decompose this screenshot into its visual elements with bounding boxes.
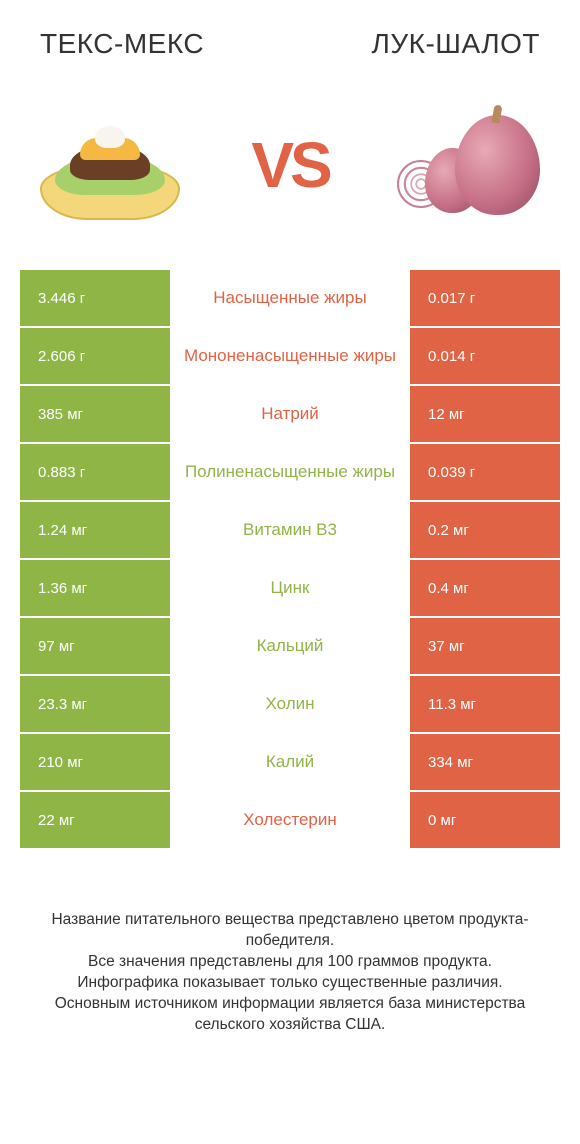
right-value-cell: 12 мг bbox=[410, 386, 560, 442]
left-product-image bbox=[30, 100, 190, 230]
right-value-cell: 0.039 г bbox=[410, 444, 560, 500]
nutrient-label: Холестерин bbox=[170, 792, 410, 848]
footer-line: Название питательного вещества представл… bbox=[30, 910, 550, 952]
footer-line: Все значения представлены для 100 граммо… bbox=[30, 952, 550, 973]
table-row: 1.24 мгВитамин B30.2 мг bbox=[20, 502, 560, 558]
left-value-cell: 385 мг bbox=[20, 386, 170, 442]
right-product-image bbox=[390, 100, 550, 230]
nutrient-label: Холин bbox=[170, 676, 410, 732]
right-value-cell: 0.2 мг bbox=[410, 502, 560, 558]
footer-note: Название питательного вещества представл… bbox=[0, 850, 580, 1056]
right-value-cell: 11.3 мг bbox=[410, 676, 560, 732]
table-row: 97 мгКальций37 мг bbox=[20, 618, 560, 674]
table-row: 3.446 гНасыщенные жиры0.017 г bbox=[20, 270, 560, 326]
right-value-cell: 0 мг bbox=[410, 792, 560, 848]
nutrient-label: Витамин B3 bbox=[170, 502, 410, 558]
footer-line: Основным источником информации является … bbox=[30, 994, 550, 1036]
table-row: 1.36 мгЦинк0.4 мг bbox=[20, 560, 560, 616]
nutrient-label: Мононенасыщенные жиры bbox=[170, 328, 410, 384]
left-value-cell: 0.883 г bbox=[20, 444, 170, 500]
left-value-cell: 23.3 мг bbox=[20, 676, 170, 732]
table-row: 22 мгХолестерин0 мг bbox=[20, 792, 560, 848]
left-value-cell: 22 мг bbox=[20, 792, 170, 848]
nutrient-label: Цинк bbox=[170, 560, 410, 616]
table-row: 2.606 гМононенасыщенные жиры0.014 г bbox=[20, 328, 560, 384]
right-value-cell: 0.4 мг bbox=[410, 560, 560, 616]
footer-line: Инфографика показывает только существенн… bbox=[30, 973, 550, 994]
nutrient-label: Кальций bbox=[170, 618, 410, 674]
left-value-cell: 3.446 г bbox=[20, 270, 170, 326]
left-value-cell: 1.36 мг bbox=[20, 560, 170, 616]
table-row: 0.883 гПолиненасыщенные жиры0.039 г bbox=[20, 444, 560, 500]
left-product-title: ТЕКС-МЕКС bbox=[40, 28, 204, 60]
header: ТЕКС-МЕКС ЛУК-ШАЛОТ bbox=[0, 0, 580, 70]
left-value-cell: 97 мг bbox=[20, 618, 170, 674]
nutrient-label: Калий bbox=[170, 734, 410, 790]
left-value-cell: 210 мг bbox=[20, 734, 170, 790]
nutrient-label: Полиненасыщенные жиры bbox=[170, 444, 410, 500]
left-value-cell: 1.24 мг bbox=[20, 502, 170, 558]
nutrient-label: Натрий bbox=[170, 386, 410, 442]
table-row: 23.3 мгХолин11.3 мг bbox=[20, 676, 560, 732]
right-value-cell: 0.017 г bbox=[410, 270, 560, 326]
comparison-table: 3.446 гНасыщенные жиры0.017 г2.606 гМоно… bbox=[0, 270, 580, 848]
table-row: 210 мгКалий334 мг bbox=[20, 734, 560, 790]
vs-row: VS bbox=[0, 70, 580, 270]
right-value-cell: 0.014 г bbox=[410, 328, 560, 384]
right-product-title: ЛУК-ШАЛОТ bbox=[371, 28, 540, 60]
nutrient-label: Насыщенные жиры bbox=[170, 270, 410, 326]
right-value-cell: 37 мг bbox=[410, 618, 560, 674]
left-value-cell: 2.606 г bbox=[20, 328, 170, 384]
right-value-cell: 334 мг bbox=[410, 734, 560, 790]
vs-label: VS bbox=[251, 128, 328, 202]
table-row: 385 мгНатрий12 мг bbox=[20, 386, 560, 442]
